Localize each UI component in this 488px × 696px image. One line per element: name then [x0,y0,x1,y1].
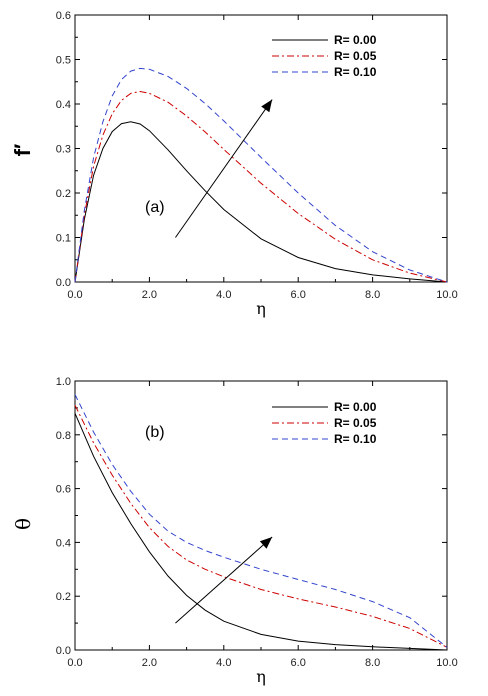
x-tick-label: 2.0 [142,289,157,301]
x-tick-label: 2.0 [142,657,157,669]
legend-label-0: R= 0.00 [334,400,377,414]
axes-frame [74,14,448,283]
y-tick-label: 0.0 [56,277,71,289]
y-tick-label: 0.8 [56,430,71,442]
legend-label-0: R= 0.00 [334,33,377,47]
trend-arrow-head [259,537,273,549]
x-axis-label: η [256,667,266,686]
panel-label: (b) [145,424,165,441]
x-tick-label: 4.0 [216,657,231,669]
y-tick-label: 1.0 [56,376,71,388]
chart-panel-b: 0.0 2.0 4.0 6.0 8.0 10.0 0.0 0.2 0.4 0.6 0.8 1.0 η θ R… [11,376,458,686]
trend-arrow-shaft [175,536,273,624]
y-tick-label: 0.1 [56,233,71,245]
y-tick-label: 0.5 [56,55,71,67]
x-tick-label: 6.0 [291,289,306,301]
legend-label-2: R= 0.10 [334,432,377,446]
series-line-0 [74,121,448,283]
y-tick-label: 0.4 [56,99,71,111]
x-tick-label: 0.0 [67,657,82,669]
x-tick-label: 8.0 [365,289,380,301]
y-axis-label: f′ [10,144,35,157]
y-tick-label: 0.0 [56,645,71,657]
y-tick-label: 0.2 [56,188,71,200]
x-tick-label: 10.0 [436,657,457,669]
y-tick-label: 0.6 [56,10,71,22]
y-tick-label: 0.2 [56,591,71,603]
x-tick-label: 0.0 [67,289,82,301]
series-line-0 [74,413,448,651]
panel-label: (a) [145,199,165,216]
series-line-2 [74,394,448,648]
series-line-2 [74,67,448,283]
x-tick-label: 10.0 [436,289,457,301]
trend-arrow-shaft [175,99,273,238]
x-axis-label: η [256,299,266,318]
legend-label-1: R= 0.05 [334,416,377,430]
y-tick-label: 0.6 [56,484,71,496]
x-tick-label: 8.0 [365,657,380,669]
legend-label-1: R= 0.05 [334,49,377,63]
series-line-1 [74,404,448,648]
y-tick-label: 0.3 [56,144,71,156]
series-line-1 [74,90,448,283]
y-tick-label: 0.4 [56,537,71,549]
x-tick-label: 4.0 [216,289,231,301]
trend-arrow-head [261,99,273,113]
legend-label-2: R= 0.10 [334,65,377,79]
chart-panel-a: 0.0 2.0 4.0 6.0 8.0 10.0 0.0 0.1 0.2 0.3 0.4 0.5 0.6… [10,10,458,318]
x-tick-label: 6.0 [291,657,306,669]
y-axis-label: θ [11,518,35,530]
